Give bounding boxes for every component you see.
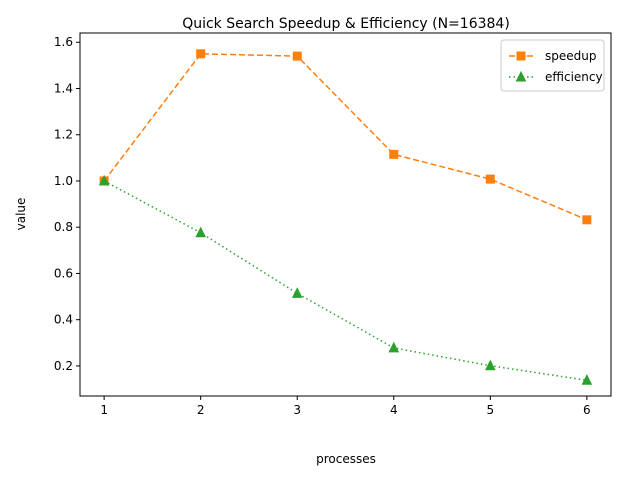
- x-tick-label: 6: [583, 403, 591, 417]
- series-line-speedup: [103, 53, 588, 221]
- x-tick-label: 2: [197, 403, 205, 417]
- data-point-speedup: [292, 51, 302, 61]
- series-layer: [98, 49, 593, 385]
- chart-title: Quick Search Speedup & Efficiency (N=163…: [182, 16, 510, 32]
- data-point-efficiency: [291, 287, 303, 298]
- data-point-speedup: [196, 49, 206, 59]
- x-tick-label: 3: [293, 403, 301, 417]
- data-point-efficiency: [195, 226, 206, 238]
- y-tick-label: 0.2: [54, 359, 73, 373]
- legend-label-speedup: speedup: [545, 49, 596, 63]
- y-axis: 0.2 0.4 0.6 0.8 1.0 1.2 1.4 1.6: [54, 35, 80, 373]
- data-point-efficiency: [485, 359, 496, 371]
- series-line-efficiency: [103, 180, 587, 382]
- y-axis-label: value: [14, 198, 28, 231]
- y-tick-label: 1.0: [54, 174, 73, 188]
- legend-label-efficiency: efficiency: [545, 70, 603, 84]
- data-point-speedup: [485, 174, 495, 184]
- x-tick-label: 4: [390, 403, 398, 417]
- x-tick-label: 5: [486, 403, 494, 417]
- legend-marker-speedup: [516, 51, 526, 61]
- x-axis-label: processes: [316, 452, 376, 466]
- data-point-efficiency: [581, 374, 593, 385]
- x-tick-label: 1: [100, 403, 108, 417]
- y-tick-label: 0.8: [54, 220, 73, 234]
- y-tick-label: 0.4: [54, 313, 73, 327]
- data-point-speedup: [389, 149, 399, 159]
- plot-area: [79, 32, 612, 397]
- data-point-efficiency: [388, 341, 400, 353]
- y-tick-label: 1.4: [54, 81, 73, 95]
- plot-frame: [79, 32, 612, 397]
- legend-box: [500, 39, 605, 92]
- data-point-efficiency: [98, 174, 110, 186]
- legend: speedup efficiency: [500, 39, 605, 92]
- y-tick-label: 1.6: [54, 35, 73, 49]
- data-point-speedup: [582, 215, 592, 225]
- y-tick-label: 0.6: [54, 266, 73, 280]
- legend-marker-efficiency: [515, 70, 527, 82]
- series-efficiency: [98, 174, 593, 385]
- x-axis: 1 2 3 4 5 6: [100, 396, 591, 417]
- y-tick-label: 1.2: [54, 128, 73, 142]
